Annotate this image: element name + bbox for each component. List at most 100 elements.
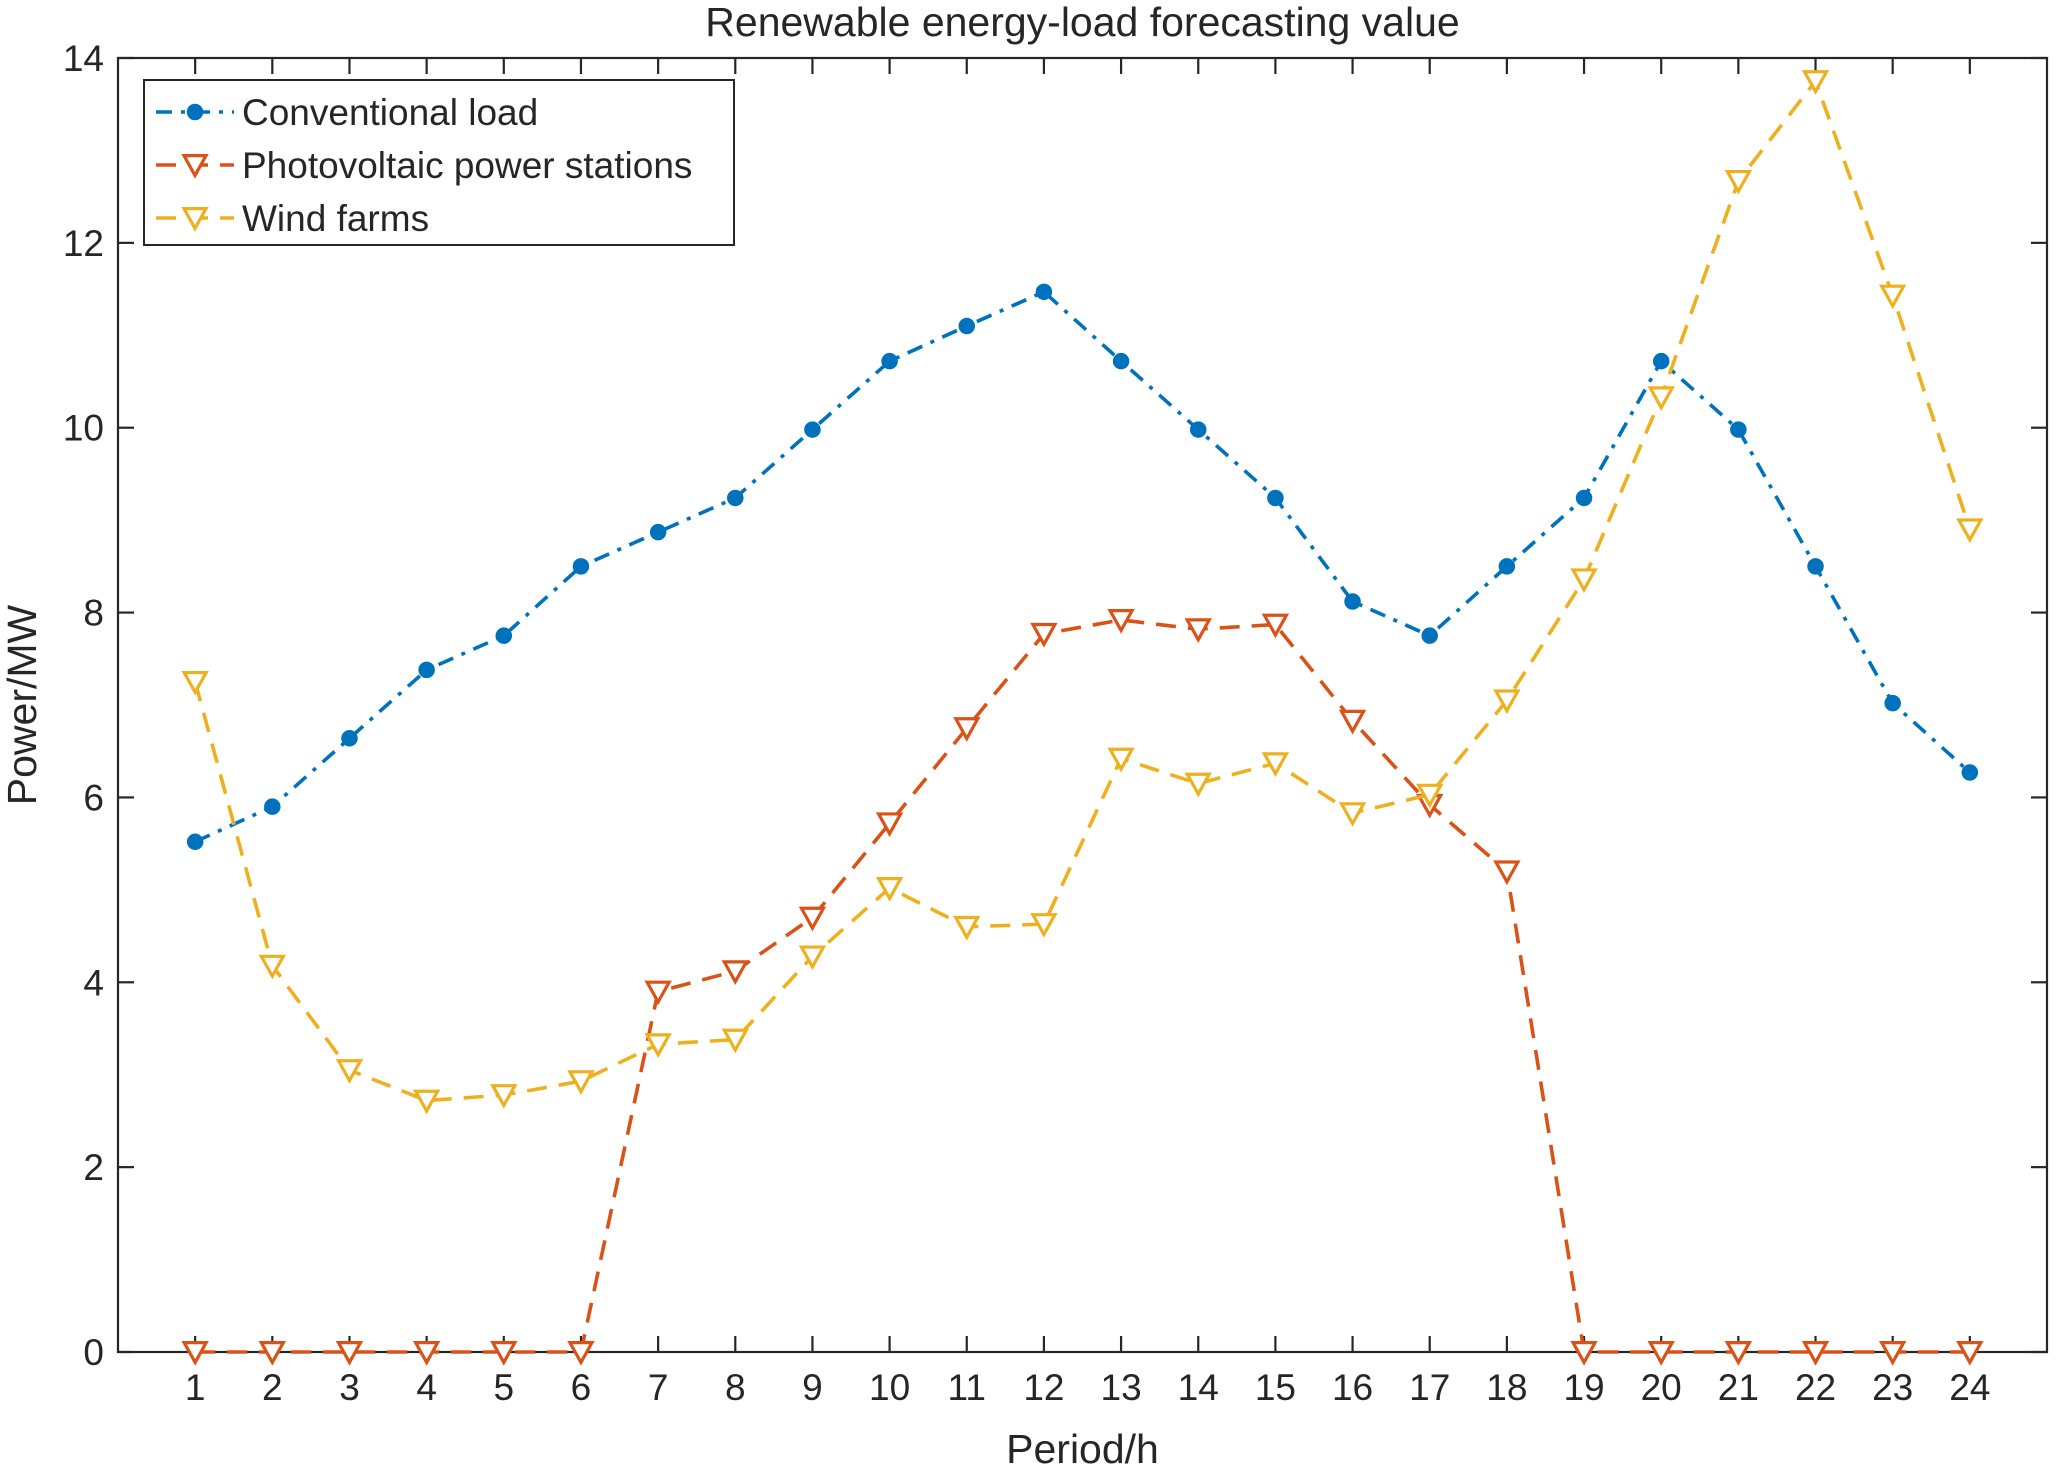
- x-tick-label: 23: [1872, 1367, 1913, 1408]
- x-tick-label: 4: [416, 1367, 437, 1408]
- x-tick-label: 12: [1023, 1367, 1064, 1408]
- data-point: [1107, 609, 1135, 634]
- data-point: [567, 1070, 595, 1095]
- data-point: [644, 1033, 672, 1058]
- x-tick-label: 21: [1718, 1367, 1759, 1408]
- data-point: [1570, 1341, 1598, 1366]
- data-point: [181, 670, 209, 696]
- data-point: [1647, 1341, 1675, 1366]
- data-point: [1884, 694, 1901, 712]
- data-point: [1801, 1341, 1830, 1366]
- data-point: [186, 833, 204, 851]
- x-tick-label: 2: [262, 1367, 283, 1408]
- chart-title: Renewable energy-load forecasting value: [705, 0, 1459, 45]
- data-point: [644, 980, 672, 1006]
- x-tick-label: 1: [185, 1367, 206, 1408]
- series-line-1: [194, 290, 1972, 844]
- data-point: [335, 1341, 364, 1366]
- x-tick-label: 11: [948, 1367, 986, 1408]
- data-point: [181, 1341, 209, 1366]
- legend-marker: [181, 154, 209, 179]
- x-tick-label: 9: [802, 1367, 823, 1408]
- data-point: [1493, 860, 1521, 886]
- x-tick-label: 20: [1641, 1367, 1682, 1408]
- data-point: [798, 945, 827, 971]
- data-point: [258, 954, 287, 980]
- x-tick-label: 24: [1949, 1367, 1990, 1408]
- data-point: [1956, 518, 1984, 544]
- data-point: [1647, 386, 1675, 411]
- data-point: [1493, 689, 1521, 715]
- y-tick-label: 0: [83, 1332, 104, 1373]
- data-point: [1724, 1341, 1753, 1366]
- legend-marker: [181, 207, 209, 232]
- x-tick-label: 18: [1486, 1367, 1527, 1408]
- y-tick-label: 8: [83, 593, 104, 634]
- data-point: [875, 812, 904, 838]
- data-point: [1030, 622, 1058, 648]
- data-point: [1878, 284, 1907, 310]
- x-tick-label: 7: [648, 1367, 669, 1408]
- y-tick-label: 10: [63, 408, 104, 449]
- x-tick-label: 15: [1255, 1367, 1296, 1408]
- data-point: [649, 523, 667, 541]
- data-point: [1261, 613, 1290, 639]
- data-point: [1807, 558, 1824, 575]
- data-point: [881, 352, 898, 370]
- data-point: [1878, 1341, 1907, 1366]
- x-tick-label: 10: [869, 1367, 910, 1408]
- legend-marker: [186, 103, 204, 121]
- legend-entry-1: Conventional load: [242, 92, 538, 133]
- x-tick-label: 6: [571, 1367, 592, 1408]
- data-point: [1184, 772, 1212, 798]
- data-point: [412, 1089, 441, 1115]
- data-point: [567, 1341, 595, 1366]
- data-point: [1338, 709, 1367, 735]
- data-point: [1724, 169, 1753, 195]
- data-point: [341, 730, 358, 747]
- data-point: [1730, 421, 1747, 438]
- data-point: [495, 627, 513, 644]
- data-point: [875, 877, 904, 902]
- axes-box: [116, 56, 2049, 1354]
- data-point: [1344, 593, 1361, 610]
- data-point: [1570, 568, 1598, 594]
- x-tick-label: 13: [1101, 1367, 1142, 1408]
- data-point: [1035, 283, 1053, 301]
- data-point: [721, 1028, 749, 1054]
- x-tick-label: 19: [1563, 1367, 1604, 1408]
- y-tick-label: 12: [63, 223, 104, 264]
- data-point: [490, 1341, 518, 1366]
- x-tick-label: 17: [1409, 1367, 1450, 1408]
- legend-entry-2: Photovoltaic power stations: [242, 145, 692, 186]
- x-tick-label: 8: [725, 1367, 746, 1408]
- data-point: [412, 1341, 441, 1366]
- data-point: [958, 317, 976, 335]
- data-point: [1575, 489, 1593, 507]
- data-point: [418, 661, 435, 679]
- data-point: [1184, 618, 1212, 643]
- data-point: [727, 489, 744, 507]
- data-point: [1112, 352, 1130, 370]
- data-point: [572, 558, 590, 575]
- data-point: [953, 915, 981, 941]
- data-point: [1421, 627, 1438, 644]
- y-tick-label: 14: [63, 38, 104, 79]
- data-point: [1267, 489, 1284, 507]
- data-point: [1416, 783, 1444, 809]
- legend-entry-3: Wind farms: [242, 198, 429, 239]
- y-tick-label: 6: [83, 777, 104, 818]
- x-axis-label: Period/h: [1006, 1426, 1159, 1472]
- data-point: [258, 1341, 287, 1366]
- y-tick-label: 2: [83, 1147, 104, 1188]
- x-tick-label: 5: [494, 1367, 515, 1408]
- series-line-2: [195, 618, 1970, 1354]
- data-point: [1107, 747, 1135, 773]
- data-point: [1961, 764, 1979, 781]
- legend: Conventional load Photovoltaic power stat…: [143, 79, 735, 246]
- x-tick-label: 3: [339, 1367, 360, 1408]
- data-point: [1030, 913, 1058, 938]
- data-point: [798, 906, 827, 932]
